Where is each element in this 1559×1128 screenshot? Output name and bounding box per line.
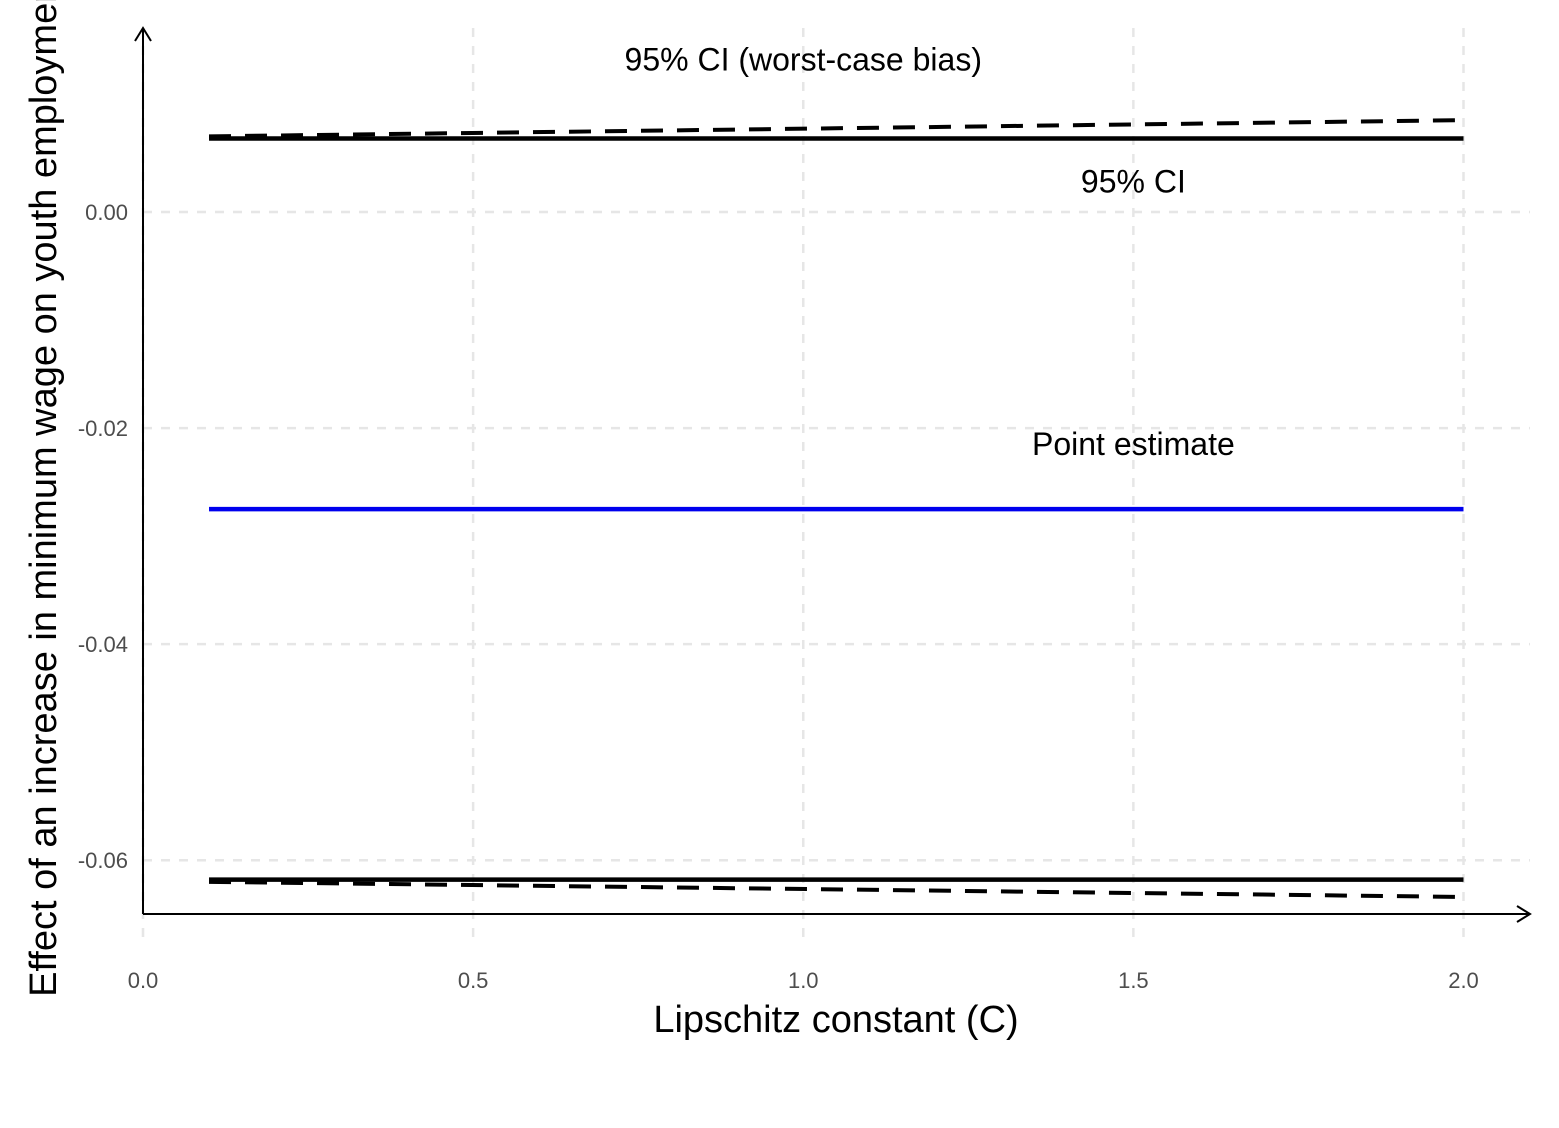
series-line-ci-wc-upper (208, 118, 1464, 139)
x-tick-label: 0.0 (128, 968, 159, 993)
annotation-label: 95% CI (1081, 164, 1186, 200)
series-line-ci-wc-lower (209, 879, 1464, 899)
annotation-label: 95% CI (worst-case bias) (625, 41, 982, 77)
y-axis-title: Effect of an increase in minimum wage on… (23, 0, 65, 997)
y-tick-label: -0.02 (78, 416, 128, 441)
x-tick-label: 0.5 (458, 968, 489, 993)
x-tick-label: 1.5 (1118, 968, 1149, 993)
y-axis-arrow (134, 26, 152, 42)
y-tick-label: -0.04 (78, 632, 128, 657)
x-axis-arrow (1516, 905, 1532, 923)
y-tick-label: -0.06 (78, 848, 128, 873)
gridlines (141, 28, 1530, 940)
y-tick-label: 0.00 (85, 200, 128, 225)
annotations: 95% CI (worst-case bias) 95% CI Point esti… (625, 41, 1235, 462)
axes (134, 26, 1532, 923)
x-axis-title: Lipschitz constant (C) (653, 999, 1018, 1041)
series-lines (208, 118, 1464, 899)
x-tick-label: 2.0 (1448, 968, 1479, 993)
x-tick-label: 1.0 (788, 968, 819, 993)
tick-labels: 0.0 0.5 1.0 1.5 2.0 0.00 -0.02 -0.04 -0.06 (78, 200, 1479, 993)
annotation-label: Point estimate (1032, 426, 1235, 462)
